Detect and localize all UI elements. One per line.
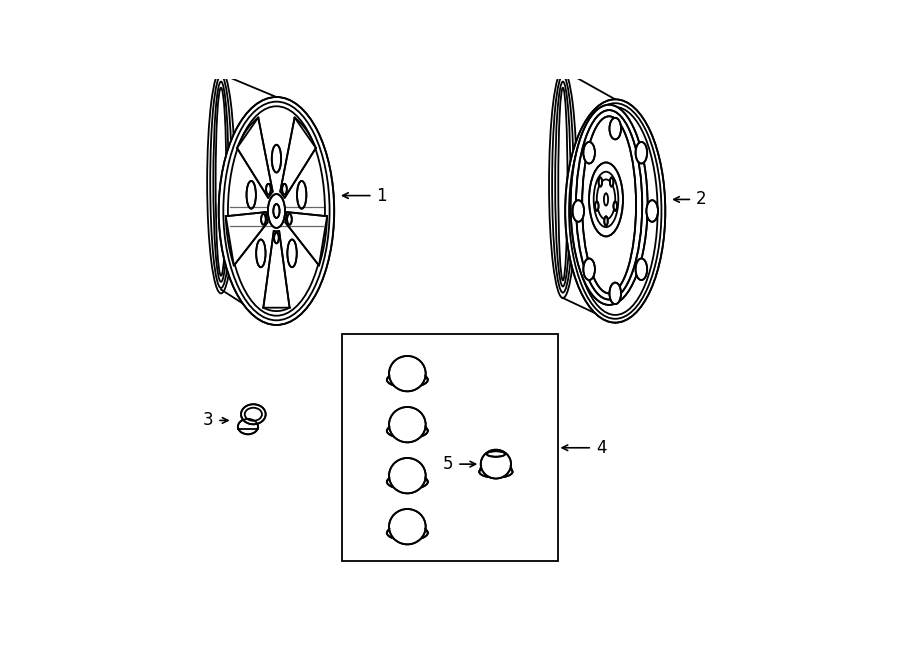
Ellipse shape xyxy=(572,200,584,222)
Ellipse shape xyxy=(387,372,428,387)
Text: 1: 1 xyxy=(376,186,387,205)
Ellipse shape xyxy=(595,202,598,211)
Ellipse shape xyxy=(389,458,426,493)
Polygon shape xyxy=(226,212,267,266)
Polygon shape xyxy=(264,231,290,307)
Ellipse shape xyxy=(604,216,608,225)
Ellipse shape xyxy=(571,104,648,305)
Ellipse shape xyxy=(387,525,428,541)
Ellipse shape xyxy=(268,194,285,228)
Ellipse shape xyxy=(287,214,292,225)
Ellipse shape xyxy=(481,449,511,479)
Ellipse shape xyxy=(480,466,512,478)
Polygon shape xyxy=(285,212,327,266)
Ellipse shape xyxy=(583,142,595,163)
Ellipse shape xyxy=(565,99,665,323)
Ellipse shape xyxy=(583,258,595,280)
Ellipse shape xyxy=(238,419,258,434)
Ellipse shape xyxy=(389,407,426,442)
Ellipse shape xyxy=(282,184,287,194)
Ellipse shape xyxy=(274,204,280,218)
Ellipse shape xyxy=(256,239,266,267)
Ellipse shape xyxy=(389,356,426,391)
Ellipse shape xyxy=(646,200,658,222)
Ellipse shape xyxy=(287,239,297,267)
Ellipse shape xyxy=(389,509,426,545)
Ellipse shape xyxy=(297,181,306,209)
Ellipse shape xyxy=(247,181,256,209)
Text: 3: 3 xyxy=(202,411,213,430)
Bar xyxy=(342,334,557,561)
Ellipse shape xyxy=(219,97,334,325)
Ellipse shape xyxy=(274,233,279,243)
Ellipse shape xyxy=(241,405,266,424)
Ellipse shape xyxy=(609,283,621,304)
Ellipse shape xyxy=(272,145,281,173)
Polygon shape xyxy=(237,118,273,198)
Polygon shape xyxy=(280,118,316,198)
Ellipse shape xyxy=(609,118,621,139)
Ellipse shape xyxy=(266,184,271,194)
Ellipse shape xyxy=(614,202,617,211)
Ellipse shape xyxy=(635,142,647,163)
Text: 4: 4 xyxy=(596,439,607,457)
Ellipse shape xyxy=(610,177,614,186)
Text: 2: 2 xyxy=(696,190,706,208)
Ellipse shape xyxy=(387,423,428,438)
Ellipse shape xyxy=(387,475,428,489)
Ellipse shape xyxy=(598,177,602,186)
Ellipse shape xyxy=(576,110,643,299)
Ellipse shape xyxy=(582,116,636,293)
Ellipse shape xyxy=(590,163,623,237)
Ellipse shape xyxy=(487,451,505,457)
Ellipse shape xyxy=(635,258,647,280)
Text: 5: 5 xyxy=(443,455,454,473)
Ellipse shape xyxy=(261,214,266,225)
